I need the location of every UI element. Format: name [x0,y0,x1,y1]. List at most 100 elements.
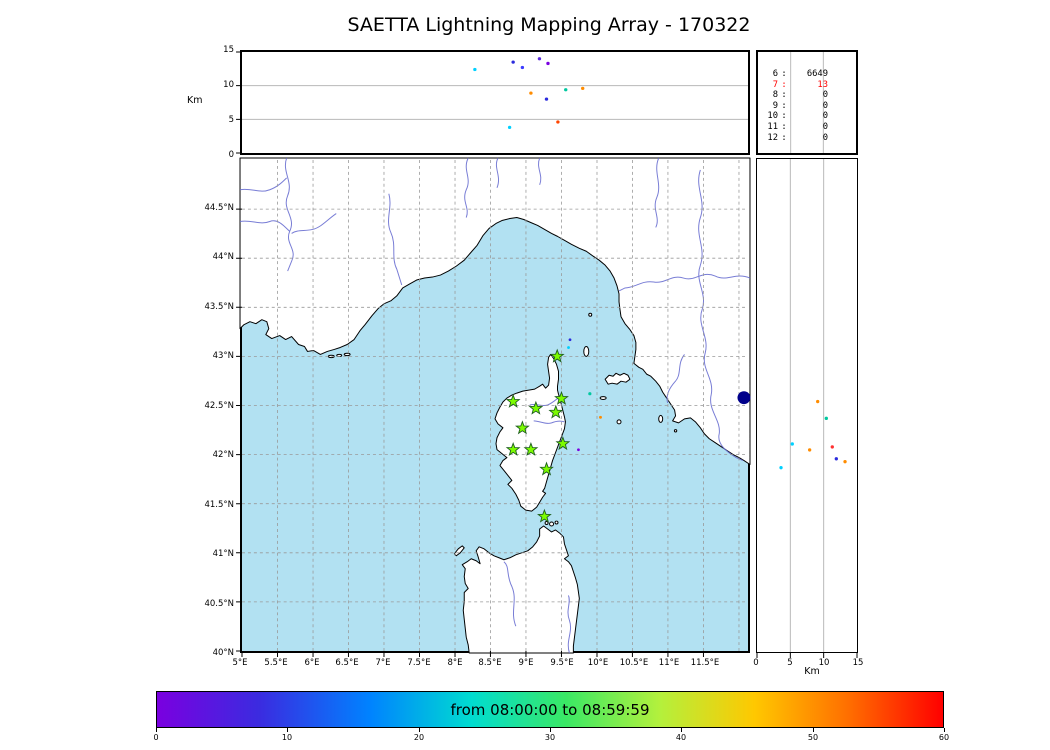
map-xtick: 8.5°E [478,658,502,668]
count-row: 9: 0 [762,101,852,112]
count-row: 6: 6649 [762,69,852,80]
map-xtick: 10.5°E [619,658,649,668]
time-range-label: from 08:00:00 to 08:59:59 [450,700,650,719]
right-xtick: 5 [787,658,793,668]
counts-panel-grid [790,52,824,153]
right-xtick: 0 [753,658,759,668]
mainland-coast [239,157,751,466]
count-value: 0 [822,121,828,132]
altitude-vs-latitude-plot [756,159,858,658]
count-row: 8: 0 [762,90,852,101]
map-xtick: 11.5°E [690,658,720,668]
colorbar-tickmark [419,728,420,732]
map-ytick: 44.5°N [204,203,234,213]
colorbar-tickmark [944,728,945,732]
x-axis-ticks [756,652,858,658]
lightning-cluster-dots [567,338,751,452]
colorbar-tick: 50 [807,733,819,742]
map-ytick: 42°N [212,450,234,460]
maddalena-island [554,520,559,525]
map-ytick: 40.5°N [204,599,234,609]
top-ytick-10: 10 [223,80,234,90]
top-ytick-15: 15 [223,45,234,55]
map-panel [236,157,751,657]
asinara-island [453,545,465,557]
count-bin: 10 [767,111,778,122]
colorbar-tickmark [287,728,288,732]
count-value: 13 [817,79,828,90]
colorbar-tick: 30 [544,733,556,742]
map-ytick: 44°N [212,252,234,262]
colorbar-tickmark [681,728,682,732]
count-row: 10: 0 [762,111,852,122]
count-value: 0 [822,132,828,143]
count-separator: : [781,69,787,79]
lightning-sources-scatter [779,399,847,470]
count-separator: : [781,111,787,122]
altitude-vs-longitude-plot [236,51,748,154]
maddalena-island [549,521,555,527]
count-separator: : [781,132,787,143]
coastlines [239,157,751,654]
map-xtick: 6.5°E [335,658,359,668]
source-count-list: 6: 6649 7: 13 8: 0 9: 0 10: 0 11: 0 12: 0 [762,69,852,143]
count-value: 0 [822,100,828,111]
top-ytick-0: 0 [228,150,234,160]
map-ytick: 43.5°N [204,302,234,312]
colorbar-tick: 60 [938,733,950,742]
count-separator: : [781,121,787,132]
map-xtick: 5.5°E [264,658,288,668]
colorbar-tick: 20 [413,733,425,742]
capraia-island [583,345,590,357]
map-axis-ticks [236,208,704,657]
hyeres-island [343,352,351,357]
count-row: 7: 13 [762,80,852,91]
colorbar-tickmark [550,728,551,732]
map-ytick: 40°N [212,648,234,658]
count-bin: 8 [772,90,778,101]
count-separator: : [781,100,787,111]
altitude-vs-longitude-panel [236,50,750,155]
colorbar-tick: 0 [153,733,159,742]
maddalena-island [544,521,549,526]
elba-island [604,372,631,385]
corsica-map [236,157,751,657]
count-value: 0 [822,90,828,101]
map-ytick: 41.5°N [204,500,234,510]
map-xtick: 10°E [587,658,609,668]
count-row: 11: 0 [762,122,852,133]
count-row: 12: 0 [762,133,852,144]
giannutri-island [673,429,678,433]
count-bin: 12 [767,132,778,143]
map-xtick: 8°E [447,658,463,668]
count-bin: 6 [772,69,778,79]
count-bin: 11 [767,121,778,132]
lightning-sources-scatter [473,57,585,130]
count-bin: 9 [772,100,778,111]
giglio-island [658,414,664,423]
right-xtick: 15 [852,658,864,668]
right-xtick: 10 [818,658,830,668]
source-counts-panel [756,50,858,155]
montecristo-island [616,419,622,425]
map-xtick: 9°E [518,658,534,668]
map-xtick: 7.5°E [407,658,431,668]
pianosa-island [599,396,607,400]
colorbar-tick: 10 [281,733,293,742]
figure-title: SAETTA Lightning Mapping Array - 170322 [347,14,751,36]
graticule [242,160,748,651]
count-separator: : [781,79,787,90]
map-xtick: 11°E [658,658,680,668]
time-colorbar: from 08:00:00 to 08:59:59 [156,691,944,728]
gorgona-island [588,312,593,317]
map-ytick: 41°N [212,549,234,559]
sardinia-coast [461,525,580,654]
right-km-axis-label: Km [804,666,820,677]
altitude-vs-latitude-panel [756,158,858,658]
map-xtick: 9.5°E [550,658,574,668]
count-value: 6649 [806,69,828,79]
y-axis-ticks [236,51,242,154]
map-ytick: 43°N [212,351,234,361]
count-value: 0 [822,111,828,122]
